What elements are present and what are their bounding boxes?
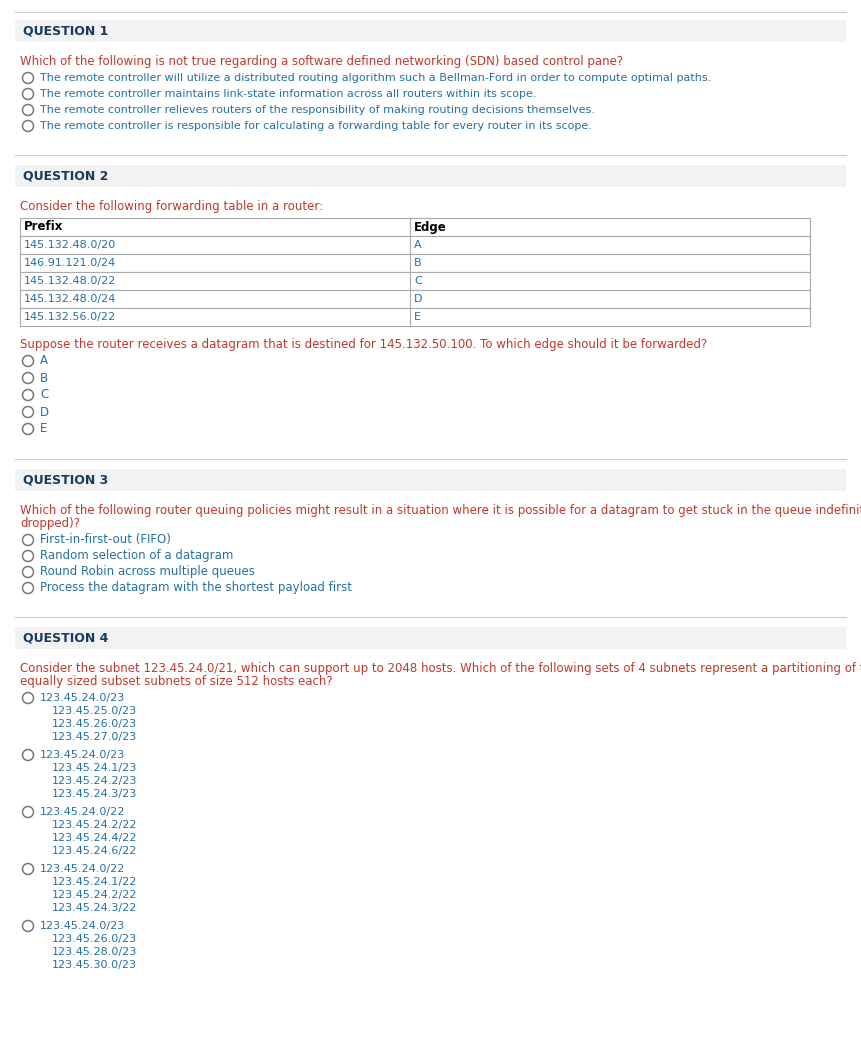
- Text: 123.45.24.3/23: 123.45.24.3/23: [52, 789, 137, 799]
- Text: Suppose the router receives a datagram that is destined for 145.132.50.100. To w: Suppose the router receives a datagram t…: [20, 338, 707, 351]
- Text: Round Robin across multiple queues: Round Robin across multiple queues: [40, 565, 255, 578]
- Text: Process the datagram with the shortest payload first: Process the datagram with the shortest p…: [40, 581, 352, 595]
- Text: 123.45.24.0/22: 123.45.24.0/22: [40, 807, 126, 817]
- Text: Random selection of a datagram: Random selection of a datagram: [40, 550, 233, 562]
- Text: 123.45.25.0/23: 123.45.25.0/23: [52, 706, 137, 716]
- Bar: [15, 20, 846, 42]
- Text: 146.91.121.0/24: 146.91.121.0/24: [24, 258, 116, 267]
- Text: The remote controller maintains link-state information across all routers within: The remote controller maintains link-sta…: [40, 89, 536, 99]
- Bar: [15, 165, 846, 187]
- Bar: [20, 290, 810, 308]
- Bar: [20, 272, 810, 290]
- Text: equally sized subset subnets of size 512 hosts each?: equally sized subset subnets of size 512…: [20, 675, 332, 688]
- Text: QUESTION 4: QUESTION 4: [23, 631, 108, 644]
- Text: 123.45.24.0/23: 123.45.24.0/23: [40, 693, 125, 703]
- Text: Which of the following router queuing policies might result in a situation where: Which of the following router queuing po…: [20, 504, 861, 517]
- Text: C: C: [414, 276, 422, 286]
- Text: 123.45.24.2/22: 123.45.24.2/22: [52, 820, 138, 830]
- Text: Which of the following is not true regarding a software defined networking (SDN): Which of the following is not true regar…: [20, 55, 623, 68]
- Text: A: A: [414, 240, 422, 250]
- Bar: [15, 627, 846, 649]
- Text: 123.45.30.0/23: 123.45.30.0/23: [52, 960, 137, 970]
- Bar: [20, 236, 810, 254]
- Text: Prefix: Prefix: [24, 220, 64, 234]
- Text: 123.45.24.0/22: 123.45.24.0/22: [40, 864, 126, 874]
- Text: 123.45.24.2/23: 123.45.24.2/23: [52, 776, 138, 786]
- Text: 123.45.24.0/23: 123.45.24.0/23: [40, 750, 125, 759]
- Text: 145.132.48.0/20: 145.132.48.0/20: [24, 240, 116, 250]
- Text: E: E: [414, 312, 421, 322]
- Text: 145.132.56.0/22: 145.132.56.0/22: [24, 312, 116, 322]
- Text: The remote controller is responsible for calculating a forwarding table for ever: The remote controller is responsible for…: [40, 121, 592, 131]
- Text: 123.45.27.0/23: 123.45.27.0/23: [52, 732, 137, 742]
- Text: The remote controller relieves routers of the responsibility of making routing d: The remote controller relieves routers o…: [40, 105, 595, 115]
- Text: First-in-first-out (FIFO): First-in-first-out (FIFO): [40, 534, 170, 547]
- Text: A: A: [40, 355, 48, 367]
- Text: 123.45.24.6/22: 123.45.24.6/22: [52, 845, 138, 856]
- Bar: [20, 218, 810, 236]
- Text: B: B: [40, 371, 48, 385]
- Text: 123.45.24.1/23: 123.45.24.1/23: [52, 763, 137, 773]
- Text: 123.45.24.3/22: 123.45.24.3/22: [52, 903, 138, 913]
- Text: Consider the subnet 123.45.24.0/21, which can support up to 2048 hosts. Which of: Consider the subnet 123.45.24.0/21, whic…: [20, 662, 861, 675]
- Text: C: C: [40, 388, 48, 402]
- Text: 145.132.48.0/24: 145.132.48.0/24: [24, 294, 116, 304]
- Text: The remote controller will utilize a distributed routing algorithm such a Bellma: The remote controller will utilize a dis…: [40, 73, 711, 83]
- Text: E: E: [40, 423, 47, 435]
- Text: Edge: Edge: [414, 220, 447, 234]
- Text: B: B: [414, 258, 422, 267]
- Text: 123.45.24.1/22: 123.45.24.1/22: [52, 877, 138, 887]
- Bar: [15, 469, 846, 491]
- Text: 145.132.48.0/22: 145.132.48.0/22: [24, 276, 116, 286]
- Bar: [20, 308, 810, 326]
- Text: D: D: [414, 294, 423, 304]
- Text: QUESTION 3: QUESTION 3: [23, 473, 108, 487]
- Text: 123.45.26.0/23: 123.45.26.0/23: [52, 934, 137, 944]
- Bar: [20, 254, 810, 272]
- Text: 123.45.24.2/22: 123.45.24.2/22: [52, 890, 138, 900]
- Text: 123.45.24.4/22: 123.45.24.4/22: [52, 833, 138, 843]
- Text: 123.45.28.0/23: 123.45.28.0/23: [52, 947, 137, 957]
- Text: QUESTION 2: QUESTION 2: [23, 170, 108, 183]
- Text: D: D: [40, 406, 49, 419]
- Text: Consider the following forwarding table in a router:: Consider the following forwarding table …: [20, 200, 323, 213]
- Text: QUESTION 1: QUESTION 1: [23, 24, 108, 38]
- Text: dropped)?: dropped)?: [20, 517, 80, 530]
- Text: 123.45.24.0/23: 123.45.24.0/23: [40, 921, 125, 932]
- Text: 123.45.26.0/23: 123.45.26.0/23: [52, 719, 137, 729]
